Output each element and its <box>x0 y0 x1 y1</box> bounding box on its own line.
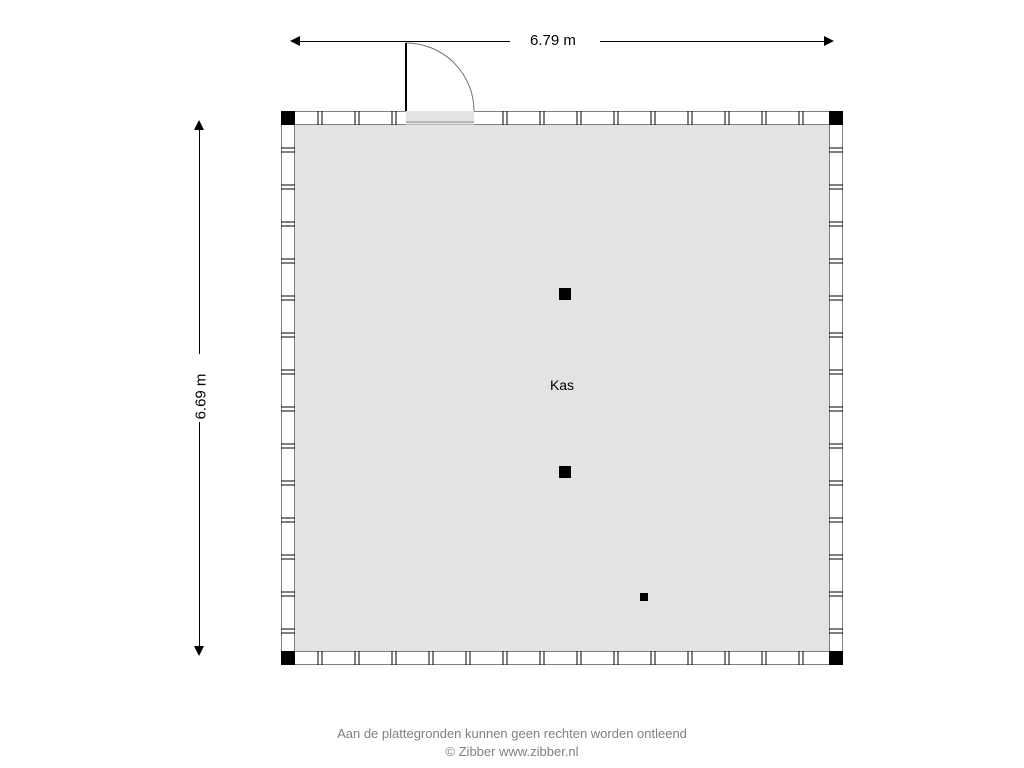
wall-bottom <box>281 651 843 665</box>
pillar-3 <box>640 593 648 601</box>
footer-line2: © Zibber www.zibber.nl <box>445 744 578 759</box>
corner-post-bl <box>281 651 295 665</box>
dim-left-line-top <box>199 129 200 354</box>
door-swing <box>406 43 474 111</box>
room-label: Kas <box>550 377 574 393</box>
corner-post-br <box>829 651 843 665</box>
dim-width-label: 6.79 m <box>530 32 576 49</box>
corner-post-tr <box>829 111 843 125</box>
footer: Aan de plattegronden kunnen geen rechten… <box>0 725 1024 761</box>
footer-line1: Aan de plattegronden kunnen geen rechten… <box>337 726 687 741</box>
dim-top-arrow-left <box>290 36 300 46</box>
floorplan-canvas: 6.79 m 6.69 m <box>0 0 1024 768</box>
dim-height-label: 6.69 m <box>192 374 209 420</box>
dim-top-line-left <box>299 41 510 42</box>
wall-top <box>281 111 843 125</box>
pillar-1 <box>559 288 571 300</box>
pillar-2 <box>559 466 571 478</box>
dim-left-line-bottom <box>199 422 200 647</box>
dim-left-arrow-down <box>194 646 204 656</box>
wall-right <box>829 111 843 665</box>
wall-left <box>281 111 295 665</box>
dim-top-arrow-right <box>824 36 834 46</box>
dim-top-line-right <box>600 41 825 42</box>
dim-left-arrow-up <box>194 120 204 130</box>
corner-post-tl <box>281 111 295 125</box>
